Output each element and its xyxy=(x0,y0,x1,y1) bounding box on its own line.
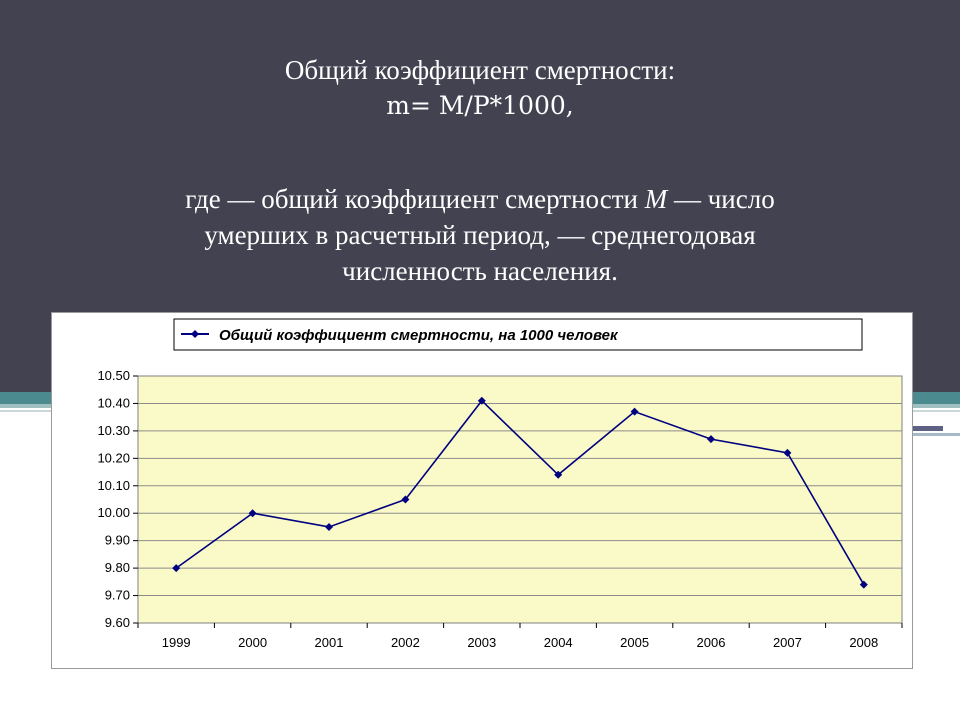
description-symbol-m: M xyxy=(644,184,668,214)
x-tick-label: 2003 xyxy=(467,635,496,650)
x-tick-label: 2005 xyxy=(620,635,649,650)
x-tick-label: 2000 xyxy=(238,635,267,650)
x-axis-ticks: 1999 2000 2001 2002 2003 2004 2005 2006 2007 2008 xyxy=(137,623,903,650)
slide-description: где — общий коэффициент смертности M — ч… xyxy=(60,181,900,289)
series-line xyxy=(175,399,865,585)
slide-title-block: Общий коэффициент смертности: m= M/P*100… xyxy=(60,52,900,124)
chart-legend: Общий коэффициент смертности, на 1000 че… xyxy=(173,318,863,351)
y-tick-label: 10.20 xyxy=(97,450,130,465)
y-tick-label: 10.40 xyxy=(97,395,130,410)
x-tick-label: 2006 xyxy=(697,635,726,650)
accent-bar-thin xyxy=(905,433,960,436)
mortality-line-chart: Общий коэффициент смертности, на 1000 че… xyxy=(97,318,903,650)
data-point-marker xyxy=(783,448,792,457)
x-tick-label: 2008 xyxy=(849,635,878,650)
data-point-marker xyxy=(172,564,181,573)
description-line-2: умерших в расчетный период, — среднегодо… xyxy=(204,220,756,250)
data-point-marker xyxy=(477,396,486,405)
accent-bar xyxy=(905,426,943,431)
x-tick-label: 1999 xyxy=(162,635,191,650)
data-point-marker xyxy=(630,407,639,416)
data-point-marker xyxy=(325,522,333,531)
series-group xyxy=(172,396,868,589)
x-tick-label: 2001 xyxy=(315,635,344,650)
y-tick-label: 10.10 xyxy=(97,478,130,493)
data-point-marker xyxy=(248,509,257,518)
chart-frame: Общий коэффициент смертности, на 1000 че… xyxy=(51,312,913,669)
description-line-1: где — общий коэффициент смертности M — ч… xyxy=(185,184,774,214)
data-point-marker xyxy=(707,435,715,444)
description-line-3: численность населения. xyxy=(342,256,618,286)
legend-box xyxy=(173,318,863,351)
formula: m= M/P*1000, xyxy=(386,91,574,120)
x-tick-label: 2004 xyxy=(544,635,573,650)
description-text-1: где — общий коэффициент смертности xyxy=(185,184,645,214)
y-tick-label: 10.50 xyxy=(97,368,130,383)
y-axis-ticks: 9.60 9.70 9.80 9.90 10.00 10.10 10.20 10.30 10.4… xyxy=(97,368,138,630)
y-tick-label: 9.70 xyxy=(105,588,130,603)
y-tick-label: 9.60 xyxy=(105,615,130,630)
data-point-marker xyxy=(401,495,410,504)
legend-series-label: Общий коэффициент смертности, на 1000 че… xyxy=(219,327,619,344)
y-tick-label: 10.30 xyxy=(97,423,130,438)
data-point-marker xyxy=(554,470,563,479)
plot-area xyxy=(137,375,903,624)
y-tick-label: 10.00 xyxy=(97,505,130,520)
y-tick-label: 9.90 xyxy=(105,533,130,548)
x-tick-label: 2002 xyxy=(391,635,420,650)
legend-series-marker xyxy=(191,330,199,338)
slide-title: Общий коэффициент смертности: xyxy=(284,55,676,85)
description-text-2: — число xyxy=(667,184,775,214)
x-tick-label: 2007 xyxy=(773,635,802,650)
y-tick-label: 9.80 xyxy=(105,560,130,575)
data-point-marker xyxy=(859,580,868,589)
gridlines xyxy=(138,402,902,597)
